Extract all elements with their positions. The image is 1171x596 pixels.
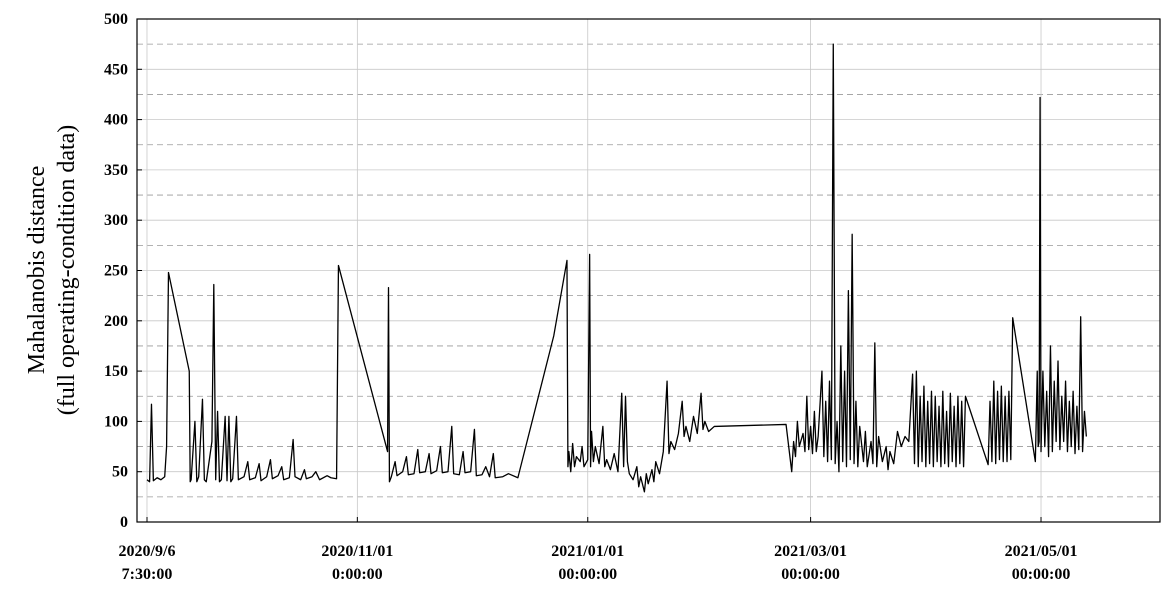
x-tick-label: 2021/01/01 00:00:00 — [551, 543, 624, 583]
x-tick-label: 2021/03/01 00:00:00 — [774, 543, 847, 583]
y-tick-label: 300 — [104, 212, 128, 229]
y-tick-label: 250 — [104, 263, 128, 280]
y-tick-label: 50 — [112, 464, 128, 481]
y-axis-label: Mahalanobis distance (full operating-con… — [24, 125, 80, 416]
y-axis-label-line: (full operating-condition data) — [54, 125, 80, 416]
y-tick-label: 500 — [104, 11, 128, 28]
x-tick-label: 2020/9/6 7:30:00 — [119, 543, 176, 583]
plot — [146, 43, 1087, 493]
x-tick-label: 2020/11/01 0:00:00 — [321, 543, 393, 583]
y-tick-label: 150 — [104, 363, 128, 380]
y-tick-label: 100 — [104, 413, 128, 430]
data-line — [146, 43, 1087, 493]
y-tick-label: 400 — [104, 112, 128, 129]
y-tick-label: 200 — [104, 313, 128, 330]
y-axis-label-line: Mahalanobis distance — [24, 166, 50, 375]
x-tick-label: 2021/05/01 00:00:00 — [1005, 543, 1078, 583]
y-tick-label: 450 — [104, 61, 128, 78]
y-tick-label: 0 — [120, 514, 128, 531]
y-tick-label: 350 — [104, 162, 128, 179]
